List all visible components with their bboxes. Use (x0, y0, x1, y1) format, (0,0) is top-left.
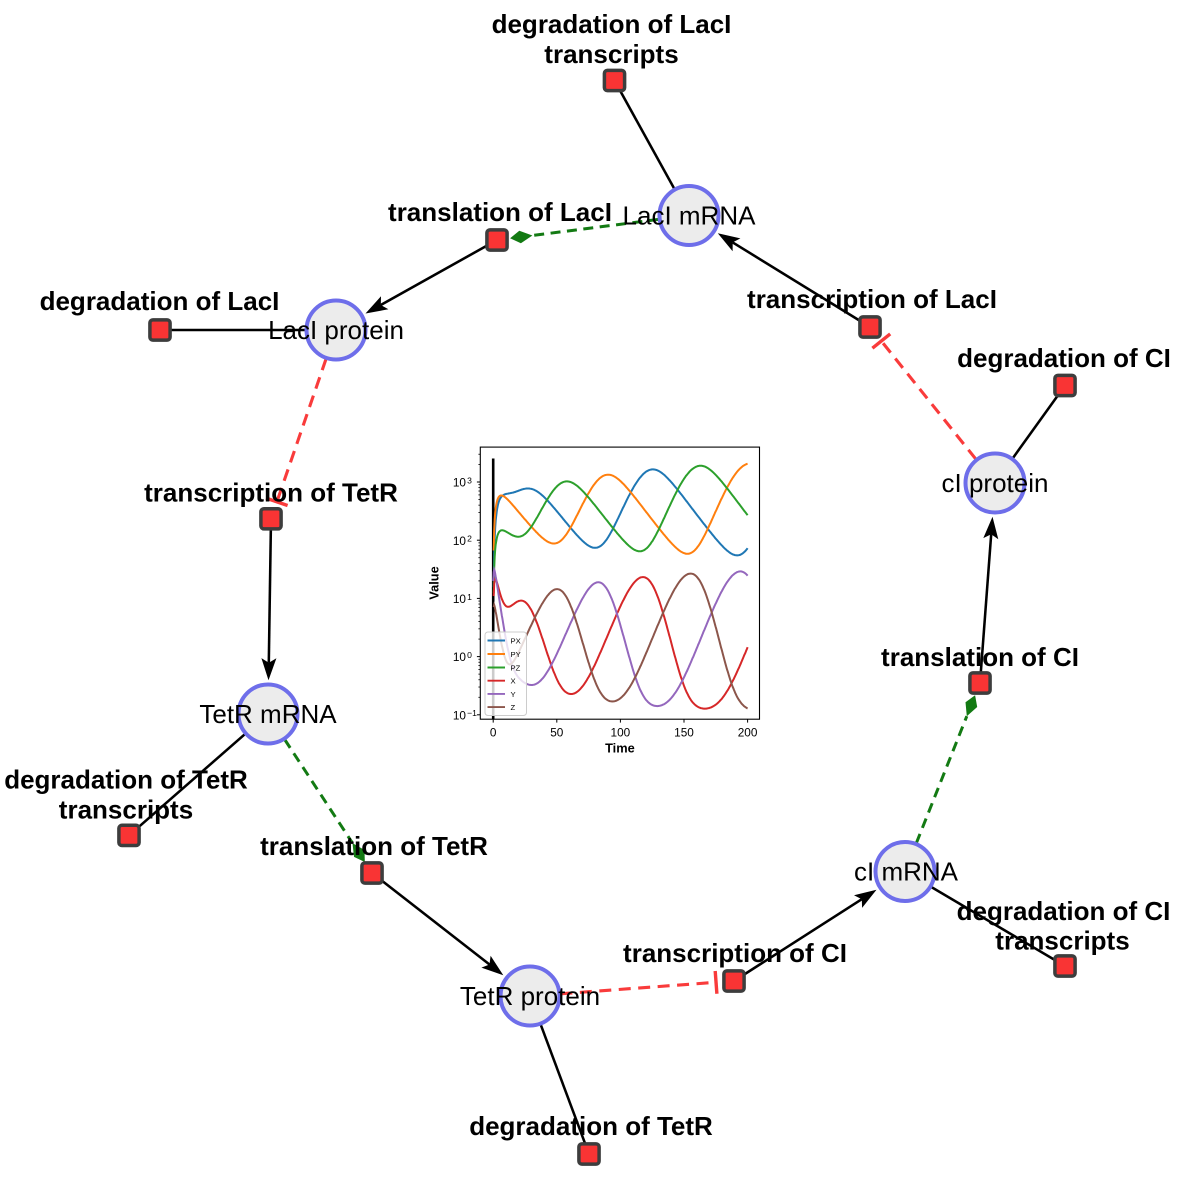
svg-text:Z: Z (511, 703, 516, 712)
svg-text:10: 10 (453, 708, 467, 722)
svg-text:PX: PX (511, 637, 521, 646)
svg-text:2: 2 (467, 534, 472, 544)
svg-text:PY: PY (511, 650, 521, 659)
svg-text:degradation of CI: degradation of CI (957, 896, 1171, 926)
svg-text:X: X (511, 677, 516, 686)
svg-text:150: 150 (674, 726, 694, 740)
svg-text:translation of TetR: translation of TetR (260, 831, 488, 861)
svg-text:PZ: PZ (511, 664, 521, 673)
svg-text:cI mRNA: cI mRNA (854, 857, 959, 887)
svg-text:transcription of TetR: transcription of TetR (144, 478, 398, 508)
svg-text:10: 10 (453, 476, 467, 490)
svg-text:100: 100 (611, 726, 631, 740)
svg-text:transcripts: transcripts (995, 926, 1129, 956)
svg-text:10: 10 (453, 592, 467, 606)
svg-text:Value: Value (427, 566, 442, 599)
svg-text:TetR protein: TetR protein (460, 981, 600, 1011)
svg-text:degradation of CI: degradation of CI (957, 343, 1171, 373)
svg-text:degradation of TetR: degradation of TetR (469, 1111, 713, 1141)
svg-text:0: 0 (467, 650, 472, 660)
svg-text:cI protein: cI protein (942, 468, 1049, 498)
svg-text:Y: Y (511, 690, 516, 699)
svg-text:Time: Time (605, 741, 635, 756)
svg-text:1: 1 (467, 592, 472, 602)
svg-text:translation of LacI: translation of LacI (388, 197, 612, 227)
svg-text:−1: −1 (467, 708, 477, 718)
svg-text:degradation of LacI: degradation of LacI (492, 9, 732, 39)
svg-text:0: 0 (490, 726, 497, 740)
svg-text:degradation of LacI: degradation of LacI (40, 286, 280, 316)
svg-text:transcription of CI: transcription of CI (623, 938, 847, 968)
svg-text:degradation of TetR: degradation of TetR (4, 765, 248, 795)
svg-text:transcription of LacI: transcription of LacI (747, 284, 997, 314)
svg-text:transcripts: transcripts (544, 39, 678, 69)
svg-text:TetR mRNA: TetR mRNA (199, 699, 337, 729)
svg-text:LacI mRNA: LacI mRNA (623, 201, 757, 231)
svg-text:200: 200 (738, 726, 758, 740)
svg-text:transcripts: transcripts (59, 795, 193, 825)
svg-text:translation of CI: translation of CI (881, 642, 1079, 672)
svg-text:LacI protein: LacI protein (268, 315, 404, 345)
svg-text:10: 10 (453, 650, 467, 664)
svg-text:3: 3 (467, 475, 472, 485)
svg-text:50: 50 (550, 726, 564, 740)
svg-text:10: 10 (453, 534, 467, 548)
